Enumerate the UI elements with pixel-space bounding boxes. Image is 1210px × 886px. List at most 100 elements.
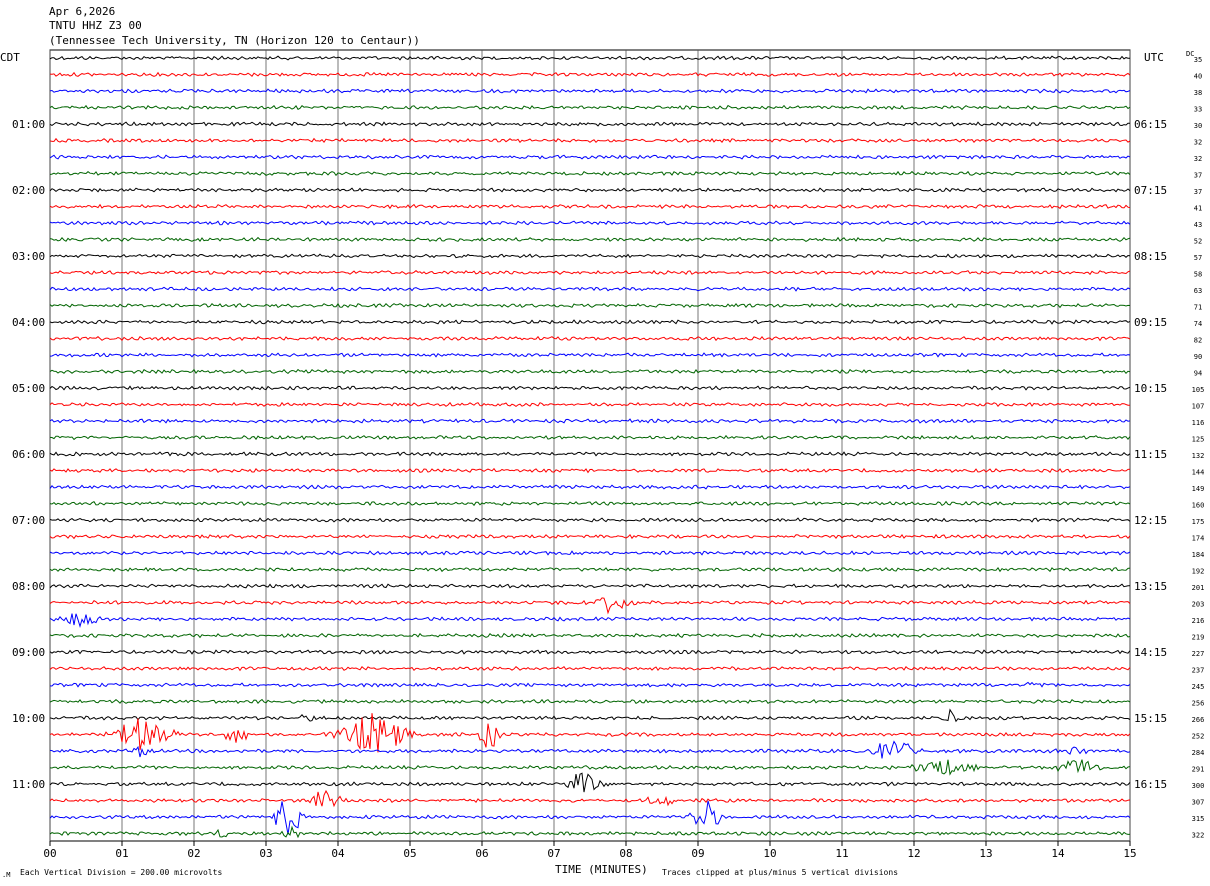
cdt-axis-title: CDT <box>0 51 20 64</box>
dc-offset-label: 174 <box>1192 535 1205 543</box>
dc-offset-label: 41 <box>1194 205 1202 213</box>
x-tick-label: 05 <box>403 847 416 860</box>
utc-time-label: 08:15 <box>1134 250 1167 263</box>
dc-offset-label: 291 <box>1192 766 1205 774</box>
trace-row-13 <box>49 269 1131 276</box>
trace-row-44 <box>49 772 1131 793</box>
dc-offset-label: 30 <box>1194 122 1202 130</box>
dc-offset-label: 63 <box>1194 287 1202 295</box>
trace-row-26 <box>49 484 1131 490</box>
utc-axis-title: UTC <box>1144 51 1164 64</box>
x-tick-label: 02 <box>187 847 200 860</box>
trace-row-37 <box>49 666 1131 672</box>
trace-row-28 <box>49 517 1131 523</box>
utc-time-label: 07:15 <box>1134 184 1167 197</box>
trace-row-40 <box>49 708 1131 723</box>
x-tick-label: 04 <box>331 847 345 860</box>
dc-offset-label: 37 <box>1194 172 1202 180</box>
dc-offset-label: 105 <box>1192 386 1205 394</box>
dc-offset-label: 71 <box>1194 304 1202 312</box>
dc-offset-label: 201 <box>1192 584 1205 592</box>
utc-time-label: 06:15 <box>1134 118 1167 131</box>
dc-offset-label: 58 <box>1194 271 1202 279</box>
dc-offset-label: 315 <box>1192 815 1205 823</box>
dc-offset-label: 32 <box>1194 139 1202 147</box>
trace-row-0 <box>49 55 1131 61</box>
utc-time-label: 16:15 <box>1134 778 1167 791</box>
trace-row-11 <box>49 236 1131 243</box>
dc-offset-label: 227 <box>1192 650 1205 658</box>
dc-offset-label: 35 <box>1194 56 1202 64</box>
trace-row-41 <box>49 713 1131 753</box>
utc-time-label: 11:15 <box>1134 448 1167 461</box>
dc-offset-label: 175 <box>1192 518 1205 526</box>
trace-row-8 <box>49 187 1131 193</box>
x-tick-label: 06 <box>475 847 488 860</box>
trace-row-3 <box>49 104 1131 111</box>
trace-row-30 <box>49 550 1131 556</box>
dc-offset-label: 57 <box>1194 254 1202 262</box>
trace-row-14 <box>49 286 1131 292</box>
trace-row-35 <box>49 632 1131 639</box>
trace-row-27 <box>49 500 1131 507</box>
trace-row-1 <box>49 71 1131 78</box>
dc-offset-label: 252 <box>1192 733 1205 741</box>
cdt-time-label: 02:00 <box>12 184 45 197</box>
dc-offset-label: 107 <box>1192 403 1205 411</box>
dc-offset-label: 300 <box>1192 782 1205 790</box>
trace-row-6 <box>49 154 1131 160</box>
trace-row-17 <box>49 335 1131 342</box>
x-axis-title: TIME (MINUTES) <box>555 863 648 876</box>
trace-row-36 <box>49 649 1131 655</box>
scale-note: Each Vertical Division = 200.00 microvol… <box>20 868 222 877</box>
trace-row-45 <box>49 789 1131 808</box>
clip-note: Traces clipped at plus/minus 5 vertical … <box>662 868 898 877</box>
trace-row-39 <box>49 698 1131 705</box>
cdt-time-label: 05:00 <box>12 382 45 395</box>
dc-offset-label: 94 <box>1194 370 1202 378</box>
x-tick-label: 07 <box>547 847 560 860</box>
trace-row-34 <box>49 613 1131 629</box>
axis-labels: 00 01 02 03 04 05 06 07 08 09 10 11 12 13 14 15 35 40 38 33… <box>12 56 1204 860</box>
trace-row-38 <box>49 681 1131 688</box>
dc-offset-label: 266 <box>1192 716 1205 724</box>
trace-row-20 <box>49 385 1131 391</box>
dc-offset-label: 132 <box>1192 452 1205 460</box>
utc-time-label: 14:15 <box>1134 646 1167 659</box>
x-tick-label: 01 <box>115 847 128 860</box>
seismic-traces <box>49 55 1131 839</box>
cdt-time-label: 10:00 <box>12 712 45 725</box>
trace-row-5 <box>49 137 1131 144</box>
trace-row-25 <box>49 467 1131 474</box>
utc-time-label: 09:15 <box>1134 316 1167 329</box>
trace-row-15 <box>49 302 1131 309</box>
cdt-time-label: 07:00 <box>12 514 45 527</box>
dc-offset-label: 307 <box>1192 799 1205 807</box>
dc-offset-label: 192 <box>1192 568 1205 576</box>
dc-offset-label: 216 <box>1192 617 1205 625</box>
x-tick-label: 00 <box>43 847 56 860</box>
x-tick-label: 13 <box>979 847 992 860</box>
utc-time-label: 10:15 <box>1134 382 1167 395</box>
cdt-time-label: 01:00 <box>12 118 45 131</box>
dc-offset-label: 284 <box>1192 749 1205 757</box>
trace-row-16 <box>49 319 1131 325</box>
trace-row-4 <box>49 121 1130 127</box>
trace-row-42 <box>49 740 1131 759</box>
dc-offset-label: 90 <box>1194 353 1202 361</box>
trace-row-32 <box>49 583 1131 589</box>
trace-row-33 <box>49 597 1131 615</box>
cdt-time-label: 11:00 <box>12 778 45 791</box>
x-tick-label: 15 <box>1123 847 1136 860</box>
utc-time-label: 12:15 <box>1134 514 1167 527</box>
station-location: (Tennessee Tech University, TN (Horizon … <box>49 34 420 47</box>
dc-offset-label: 40 <box>1194 73 1202 81</box>
x-tick-label: 03 <box>259 847 272 860</box>
trace-row-7 <box>49 170 1131 177</box>
plot-frame <box>49 49 1131 842</box>
dc-offset-label: 219 <box>1192 634 1205 642</box>
plot-grid <box>49 49 1131 846</box>
trace-row-9 <box>49 203 1131 210</box>
trace-row-43 <box>49 759 1131 776</box>
